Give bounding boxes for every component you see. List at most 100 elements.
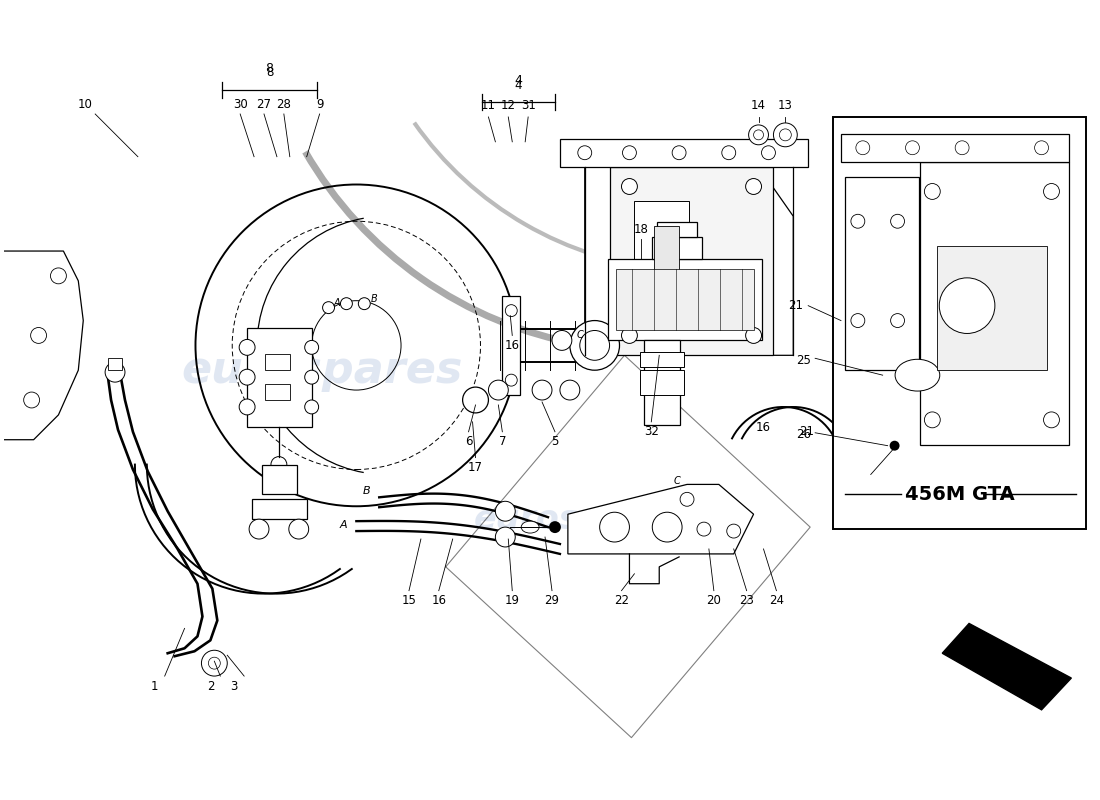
- Circle shape: [600, 512, 629, 542]
- Text: 26: 26: [795, 428, 811, 442]
- Text: B: B: [363, 486, 370, 496]
- Bar: [609, 166, 773, 355]
- Text: 23: 23: [739, 594, 755, 607]
- Bar: [658, 222, 697, 237]
- Text: 2: 2: [207, 679, 215, 693]
- Text: 6: 6: [465, 435, 472, 448]
- Bar: [252, 499, 307, 519]
- Text: 4: 4: [515, 74, 522, 87]
- Text: C: C: [673, 477, 681, 486]
- Circle shape: [341, 298, 352, 310]
- Circle shape: [201, 650, 228, 676]
- Text: 21: 21: [788, 299, 803, 312]
- Circle shape: [495, 527, 515, 547]
- Circle shape: [322, 302, 334, 314]
- Circle shape: [305, 341, 319, 354]
- Bar: [503, 296, 520, 395]
- Text: 3: 3: [231, 679, 238, 693]
- Text: 7: 7: [498, 435, 506, 448]
- Circle shape: [24, 392, 40, 408]
- Circle shape: [851, 314, 865, 327]
- Bar: [652, 237, 702, 259]
- Text: 15: 15: [402, 594, 417, 607]
- Text: 11: 11: [481, 98, 496, 111]
- Circle shape: [773, 123, 798, 146]
- Circle shape: [746, 178, 761, 194]
- Text: 8: 8: [265, 62, 274, 75]
- Text: 32: 32: [644, 426, 659, 438]
- Text: 17: 17: [468, 461, 483, 474]
- Text: eurospares: eurospares: [474, 502, 685, 536]
- Circle shape: [560, 380, 580, 400]
- Circle shape: [924, 183, 940, 199]
- Ellipse shape: [521, 521, 539, 533]
- Bar: [635, 202, 689, 296]
- Circle shape: [697, 522, 711, 536]
- Circle shape: [239, 399, 255, 415]
- Text: 18: 18: [634, 222, 649, 236]
- Text: 12: 12: [500, 98, 516, 111]
- Circle shape: [680, 492, 694, 506]
- Text: 27: 27: [256, 98, 272, 110]
- Circle shape: [891, 214, 904, 228]
- Bar: [654, 226, 679, 281]
- Text: C: C: [576, 330, 583, 341]
- Circle shape: [727, 524, 740, 538]
- Text: 31: 31: [520, 98, 536, 111]
- Text: 13: 13: [778, 98, 793, 111]
- Bar: [265, 384, 289, 400]
- Text: eurospares: eurospares: [180, 349, 462, 392]
- Circle shape: [31, 327, 46, 343]
- Text: 16: 16: [505, 339, 520, 352]
- Circle shape: [305, 400, 319, 414]
- Circle shape: [505, 305, 517, 317]
- Text: 9: 9: [316, 98, 323, 110]
- Text: 22: 22: [614, 594, 629, 607]
- Text: 25: 25: [795, 354, 811, 366]
- Bar: [640, 370, 684, 395]
- Text: 29: 29: [544, 594, 560, 607]
- Bar: [921, 162, 1069, 445]
- Text: 8: 8: [266, 66, 274, 78]
- Bar: [842, 134, 1069, 162]
- Polygon shape: [943, 623, 1071, 710]
- Circle shape: [51, 268, 66, 284]
- Text: 16: 16: [431, 594, 447, 607]
- Circle shape: [652, 512, 682, 542]
- Circle shape: [359, 298, 371, 310]
- Circle shape: [746, 327, 761, 343]
- Text: 10: 10: [78, 98, 92, 110]
- Circle shape: [505, 374, 517, 386]
- Text: 19: 19: [505, 594, 520, 607]
- Text: A: A: [340, 520, 348, 530]
- Circle shape: [851, 214, 865, 228]
- Bar: [248, 327, 311, 427]
- Bar: [645, 341, 680, 425]
- Text: 30: 30: [233, 98, 248, 110]
- Circle shape: [239, 339, 255, 355]
- Circle shape: [289, 519, 309, 539]
- Circle shape: [305, 370, 319, 384]
- Text: 16: 16: [756, 422, 771, 434]
- Circle shape: [495, 502, 515, 521]
- Bar: [265, 354, 289, 370]
- Text: 21: 21: [799, 426, 814, 438]
- Circle shape: [621, 327, 637, 343]
- Text: 4: 4: [515, 78, 522, 92]
- Text: 14: 14: [751, 98, 766, 111]
- Circle shape: [891, 314, 904, 327]
- Bar: [937, 246, 1046, 370]
- Bar: [607, 259, 761, 341]
- Circle shape: [1044, 412, 1059, 428]
- Circle shape: [549, 521, 561, 533]
- Text: 5: 5: [551, 435, 559, 448]
- Circle shape: [749, 125, 769, 145]
- Circle shape: [890, 441, 900, 450]
- Bar: [616, 269, 754, 330]
- Text: 24: 24: [769, 594, 784, 607]
- Polygon shape: [585, 166, 793, 355]
- Text: 1: 1: [151, 679, 158, 693]
- Polygon shape: [568, 485, 754, 554]
- Circle shape: [621, 178, 637, 194]
- Bar: [833, 117, 1086, 529]
